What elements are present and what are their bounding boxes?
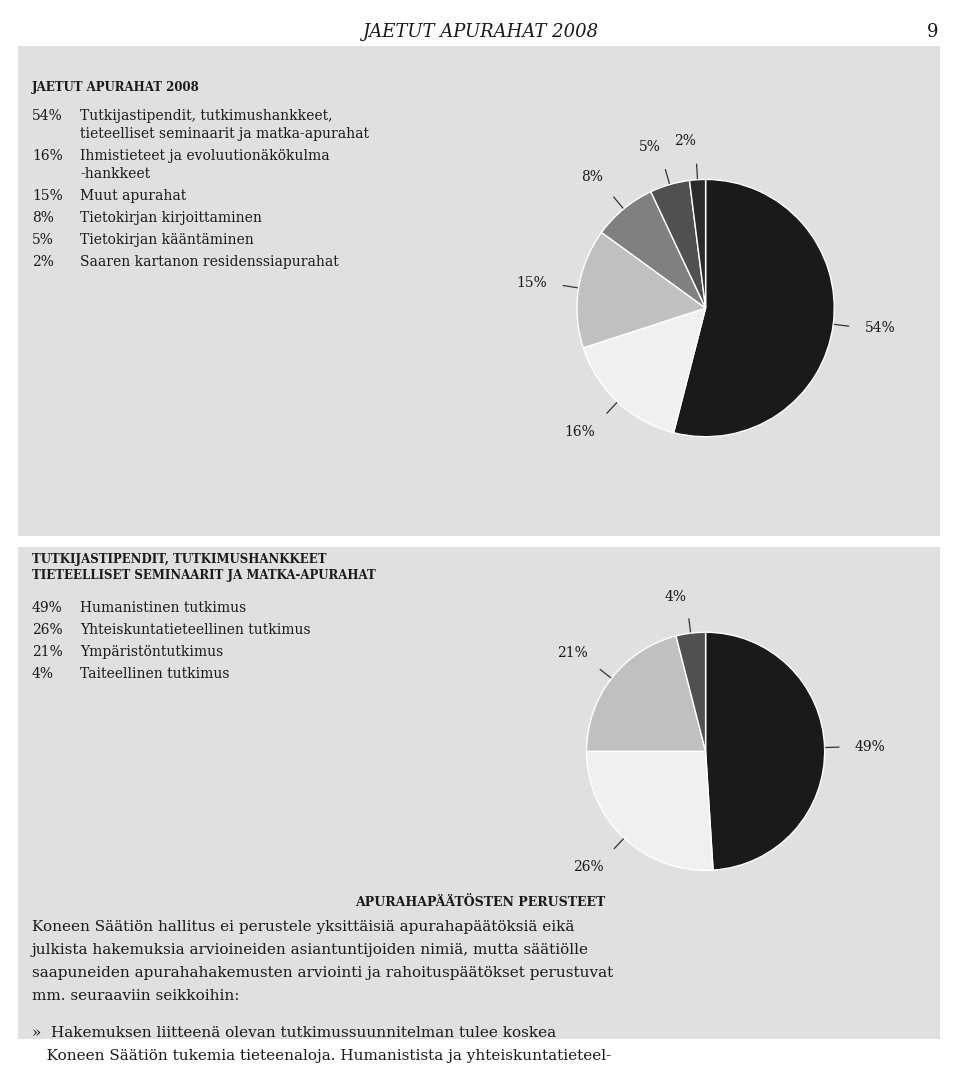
- Bar: [18, 46, 940, 536]
- Wedge shape: [689, 179, 706, 308]
- Text: 26%: 26%: [573, 859, 604, 873]
- Text: 8%: 8%: [581, 170, 603, 184]
- Text: 2%: 2%: [674, 134, 695, 148]
- Text: Koneen Säätiön tukemia tieteenaloja. Humanistista ja yhteiskuntatieteel-: Koneen Säätiön tukemia tieteenaloja. Hum…: [32, 1049, 612, 1063]
- Wedge shape: [676, 632, 706, 751]
- Text: 54%: 54%: [865, 321, 896, 335]
- Text: tieteelliset seminaarit ja matka-apurahat: tieteelliset seminaarit ja matka-apuraha…: [80, 126, 369, 141]
- Bar: [18, 547, 940, 1039]
- Text: JAETUT APURAHAT 2008: JAETUT APURAHAT 2008: [362, 23, 598, 41]
- Text: Tietokirjan kirjoittaminen: Tietokirjan kirjoittaminen: [80, 211, 262, 225]
- Text: 9: 9: [926, 23, 938, 41]
- Text: Yhteiskuntatieteellinen tutkimus: Yhteiskuntatieteellinen tutkimus: [80, 623, 311, 637]
- Text: 5%: 5%: [32, 233, 54, 246]
- Text: Tutkijastipendit, tutkimushankkeet,: Tutkijastipendit, tutkimushankkeet,: [80, 109, 332, 123]
- Wedge shape: [577, 232, 706, 348]
- Text: 4%: 4%: [665, 589, 687, 603]
- Text: TIETEELLISET SEMINAARIT JA MATKA-APURAHAT: TIETEELLISET SEMINAARIT JA MATKA-APURAHA…: [32, 569, 375, 582]
- Text: 4%: 4%: [32, 667, 54, 681]
- Text: 54%: 54%: [32, 109, 62, 123]
- Text: 8%: 8%: [32, 211, 54, 225]
- Wedge shape: [651, 181, 706, 308]
- Text: 5%: 5%: [638, 139, 660, 154]
- Wedge shape: [706, 632, 825, 870]
- Text: »  Hakemuksen liitteenä olevan tutkimussuunnitelman tulee koskea: » Hakemuksen liitteenä olevan tutkimussu…: [32, 1026, 556, 1040]
- Wedge shape: [587, 636, 706, 751]
- Text: 15%: 15%: [516, 276, 547, 290]
- Text: 15%: 15%: [32, 189, 62, 203]
- Text: Ympäristöntutkimus: Ympäristöntutkimus: [80, 645, 224, 659]
- Text: TUTKIJASTIPENDIT, TUTKIMUSHANKKEET: TUTKIJASTIPENDIT, TUTKIMUSHANKKEET: [32, 553, 326, 566]
- Text: Saaren kartanon residenssiapurahat: Saaren kartanon residenssiapurahat: [80, 255, 339, 269]
- Wedge shape: [602, 191, 706, 308]
- Text: JAETUT APURAHAT 2008: JAETUT APURAHAT 2008: [32, 81, 200, 94]
- Text: 49%: 49%: [854, 739, 885, 753]
- Text: Muut apurahat: Muut apurahat: [80, 189, 186, 203]
- Text: Taiteellinen tutkimus: Taiteellinen tutkimus: [80, 667, 229, 681]
- Wedge shape: [674, 179, 834, 437]
- Text: Tietokirjan kääntäminen: Tietokirjan kääntäminen: [80, 233, 253, 246]
- Text: Ihmistieteet ja evoluutionäkökulma: Ihmistieteet ja evoluutionäkökulma: [80, 149, 329, 163]
- Text: 49%: 49%: [32, 601, 62, 615]
- Text: 16%: 16%: [564, 425, 595, 439]
- Text: Koneen Säätiön hallitus ei perustele yksittäisiä apurahapäätöksiä eikä: Koneen Säätiön hallitus ei perustele yks…: [32, 920, 574, 934]
- Text: APURAHAPÄÄTÖSTEN PERUSTEET: APURAHAPÄÄTÖSTEN PERUSTEET: [355, 896, 605, 909]
- Text: -hankkeet: -hankkeet: [80, 166, 150, 181]
- Text: 2%: 2%: [32, 255, 54, 269]
- Text: 26%: 26%: [32, 623, 62, 637]
- Text: saapuneiden apurahahakemusten arviointi ja rahoituspäätökset perustuvat: saapuneiden apurahahakemusten arviointi …: [32, 966, 613, 980]
- Wedge shape: [587, 751, 713, 870]
- Text: 21%: 21%: [557, 646, 588, 660]
- Text: julkista hakemuksia arvioineiden asiantuntijoiden nimiä, mutta säätiölle: julkista hakemuksia arvioineiden asiantu…: [32, 943, 589, 957]
- Text: Humanistinen tutkimus: Humanistinen tutkimus: [80, 601, 247, 615]
- Text: 21%: 21%: [32, 645, 62, 659]
- Text: 16%: 16%: [32, 149, 62, 163]
- Wedge shape: [584, 308, 706, 432]
- Text: mm. seuraaviin seikkoihin:: mm. seuraaviin seikkoihin:: [32, 989, 239, 1003]
